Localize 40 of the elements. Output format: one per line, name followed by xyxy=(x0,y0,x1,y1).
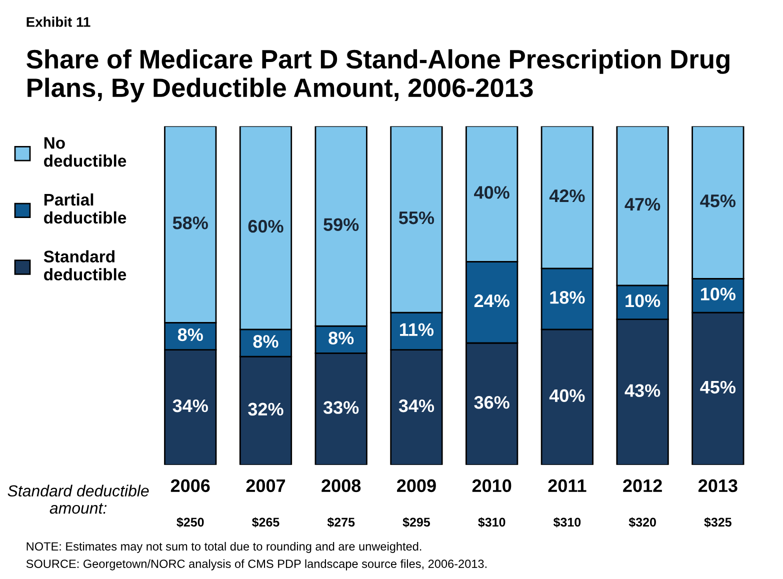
data-label: 10% xyxy=(700,288,736,300)
data-label: 45% xyxy=(700,380,736,394)
category-label: 2009 $295 xyxy=(397,479,436,528)
category-label: 2011 $310 xyxy=(548,479,586,528)
data-label: 24% xyxy=(474,294,510,308)
data-label: 43% xyxy=(624,384,660,397)
legend-label: Standard deductible xyxy=(44,250,126,280)
chart-title: Share of Medicare Part D Stand-Alone Prescription Drug Plans, By Deductible Amount, 2006-2013 xyxy=(26,49,730,102)
data-label: 8% xyxy=(328,332,354,344)
data-label: 42% xyxy=(549,189,585,202)
data-label: 36% xyxy=(474,396,510,409)
category-label: 2013 $325 xyxy=(698,479,738,528)
data-label: 32% xyxy=(248,402,284,416)
data-label: 34% xyxy=(398,399,434,412)
data-label: 47% xyxy=(624,198,660,211)
data-label: 45% xyxy=(700,194,736,208)
category-label: 2008 $275 xyxy=(322,479,361,528)
data-label: 55% xyxy=(398,211,434,224)
data-label: 11% xyxy=(400,323,434,336)
source-note: SOURCE: Georgetown/NORC analysis of CMS PDP landscape source files, 2006-2013. xyxy=(26,559,486,570)
legend-label: No deductible xyxy=(44,137,126,167)
data-label: 8% xyxy=(253,335,278,348)
legend-label: Partial deductible xyxy=(44,193,126,224)
data-label: 8% xyxy=(178,328,203,342)
category-label: 2006 $250 xyxy=(170,479,210,528)
data-label: 60% xyxy=(248,220,284,233)
x-axis-title: Standard deductible amount: xyxy=(8,484,149,514)
data-label: 18% xyxy=(550,291,585,304)
category-label: 2010 $310 xyxy=(472,479,512,528)
data-label: 10% xyxy=(626,294,660,308)
data-label: 40% xyxy=(549,389,585,402)
data-label: 58% xyxy=(172,216,208,230)
text: NOTE: Estimates may not sum to total due to rounding and are unweighted. xyxy=(26,542,422,553)
category-label: 2007 $265 xyxy=(246,479,286,528)
data-label: 34% xyxy=(172,399,208,412)
data-label: 59% xyxy=(324,218,359,231)
chart-subtitle: Exhibit 11 xyxy=(26,16,90,27)
data-label: 40% xyxy=(474,186,510,199)
category-label: 2012 $320 xyxy=(623,479,662,528)
data-label: 33% xyxy=(323,401,359,414)
